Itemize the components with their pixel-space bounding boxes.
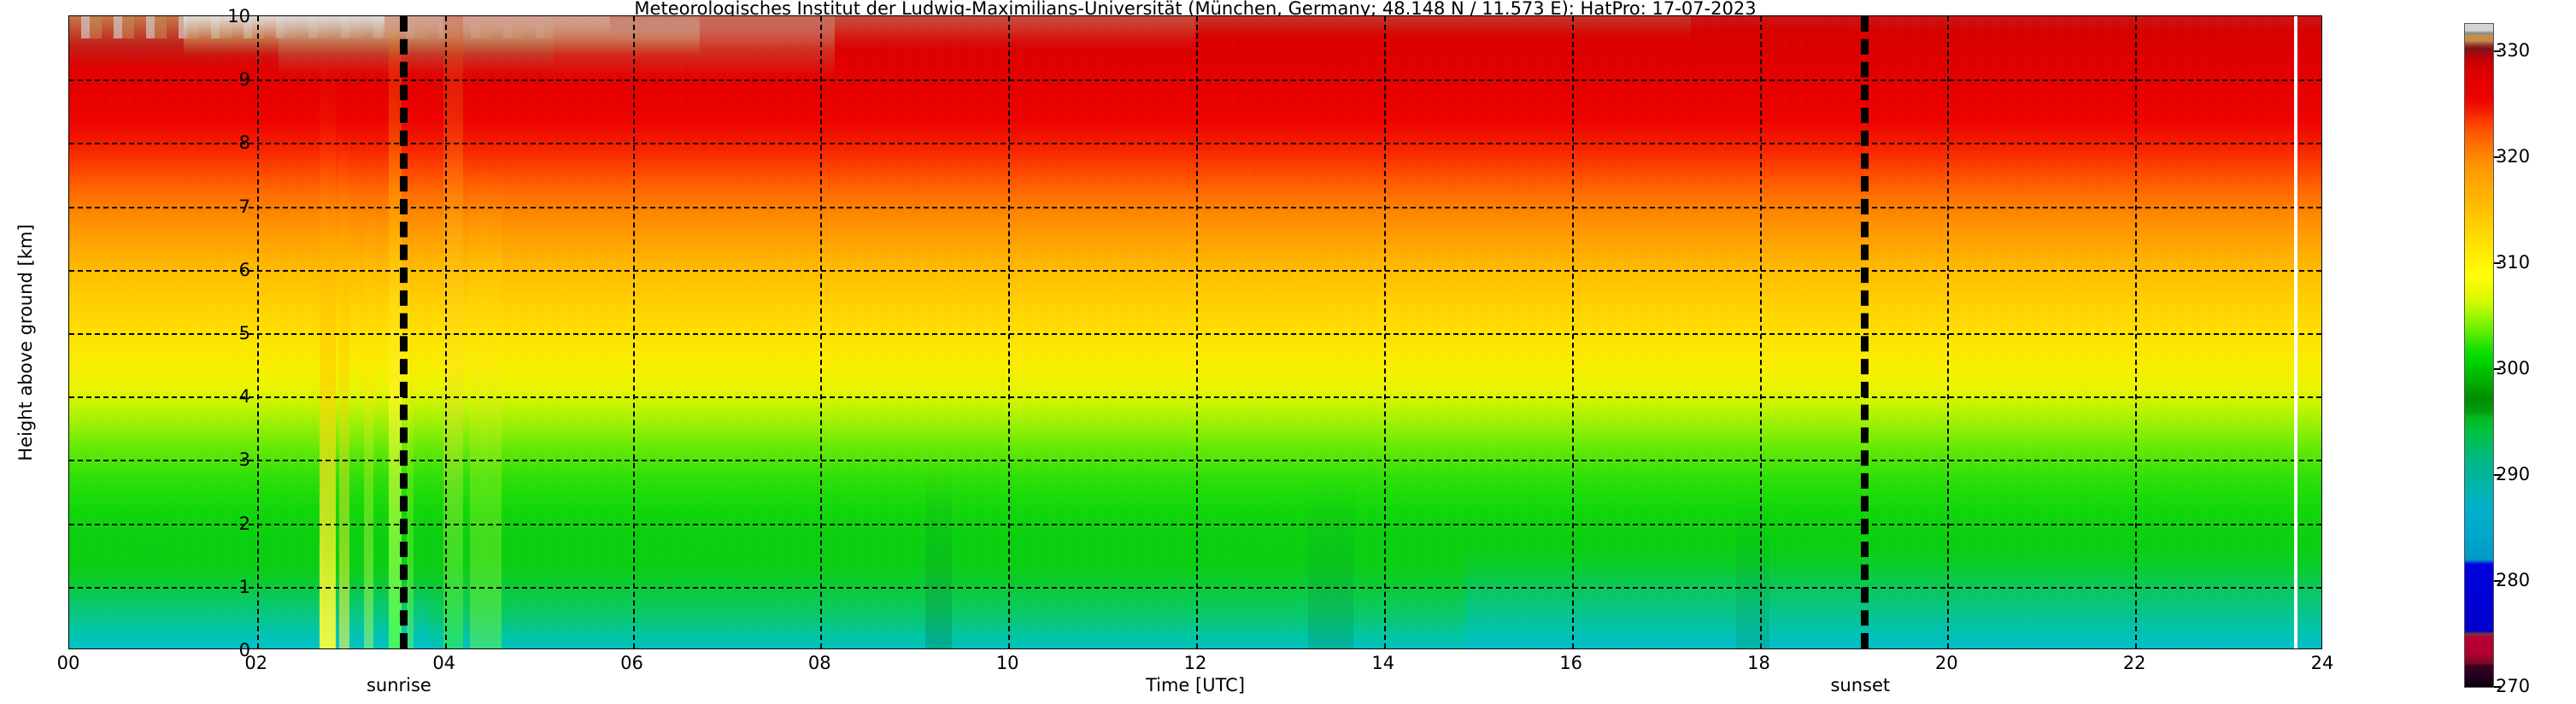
- gridline-v: [632, 16, 635, 648]
- gridline-h: [69, 79, 2321, 82]
- y-tick-8: 8: [238, 132, 250, 154]
- x-tick-24: 24: [2310, 653, 2334, 673]
- y-axis-label: Height above ground [km]: [15, 224, 36, 461]
- colorbar-tick-280: 280: [2496, 570, 2531, 590]
- colorbar-tickmark: [2494, 50, 2501, 52]
- x-tick-16: 16: [1559, 653, 1583, 673]
- x-tick-08: 08: [807, 653, 831, 673]
- colorbar-tickmark: [2494, 474, 2501, 476]
- y-tick-10: 10: [227, 6, 250, 26]
- x-tick-04: 04: [432, 653, 456, 673]
- colorbar-tick-300: 300: [2496, 358, 2531, 378]
- x-tick-14: 14: [1371, 653, 1395, 673]
- gridline-v: [1947, 16, 1950, 648]
- x-tick-22: 22: [2122, 653, 2146, 673]
- x-tick-02: 02: [244, 653, 268, 673]
- gridline-v: [1196, 16, 1198, 648]
- x-tick-10: 10: [995, 653, 1019, 673]
- x-axis-label: Time [UTC]: [1145, 675, 1246, 695]
- gridline-h: [69, 396, 2321, 399]
- gridline-h: [69, 586, 2321, 589]
- colorbar: [2464, 23, 2494, 688]
- gridline-h: [69, 333, 2321, 335]
- y-tick-2: 2: [238, 513, 250, 534]
- colorbar-tick-310: 310: [2496, 252, 2531, 273]
- colorbar-tick-270: 270: [2496, 676, 2531, 696]
- y-tick-3: 3: [238, 449, 250, 471]
- x-tick-12: 12: [1183, 653, 1207, 673]
- gridline-h: [69, 206, 2321, 208]
- gridline-v: [2135, 16, 2138, 648]
- heatmap-plot: [68, 15, 2322, 649]
- x-tick-20: 20: [1934, 653, 1958, 673]
- colorbar-gradient: [2465, 24, 2493, 687]
- gridline-h: [69, 143, 2321, 145]
- colorbar-tick-330: 330: [2496, 40, 2531, 61]
- colorbar-tick-290: 290: [2496, 464, 2531, 484]
- gridline-v: [1008, 16, 1011, 648]
- x-tick-00: 00: [56, 653, 80, 673]
- gridline-v: [256, 16, 259, 648]
- y-tick-9: 9: [238, 69, 250, 91]
- gridline-v: [444, 16, 447, 648]
- sunrise-line: [399, 16, 408, 648]
- colorbar-tickmark: [2494, 686, 2501, 688]
- gridline-h: [69, 269, 2321, 272]
- x-tick-18: 18: [1747, 653, 1770, 673]
- gridline-h: [69, 460, 2321, 462]
- gridline-v: [820, 16, 823, 648]
- sunset-line: [1861, 16, 1869, 648]
- colorbar-tick-320: 320: [2496, 146, 2531, 167]
- sunset-label: sunset: [1830, 675, 1891, 695]
- gridline-v: [1759, 16, 1762, 648]
- data-gap-line: [2294, 16, 2297, 648]
- y-tick-1: 1: [238, 576, 250, 597]
- colorbar-tickmark: [2494, 262, 2501, 264]
- y-tick-0: 0: [238, 640, 250, 660]
- y-tick-7: 7: [238, 196, 250, 217]
- colorbar-tickmark: [2494, 368, 2501, 370]
- gridline-v: [1383, 16, 1386, 648]
- colorbar-tickmark: [2494, 156, 2501, 158]
- colorbar-tickmark: [2494, 580, 2501, 582]
- sunrise-label: sunrise: [366, 675, 431, 695]
- gridline-v: [1571, 16, 1574, 648]
- x-tick-06: 06: [620, 653, 643, 673]
- y-tick-4: 4: [238, 386, 250, 408]
- y-tick-5: 5: [238, 323, 250, 343]
- page-title: Meteorologisches Institut der Ludwig-Max…: [634, 0, 1757, 19]
- gridline-h: [69, 523, 2321, 525]
- heatmap-image: [69, 16, 2321, 648]
- y-tick-6: 6: [238, 259, 250, 280]
